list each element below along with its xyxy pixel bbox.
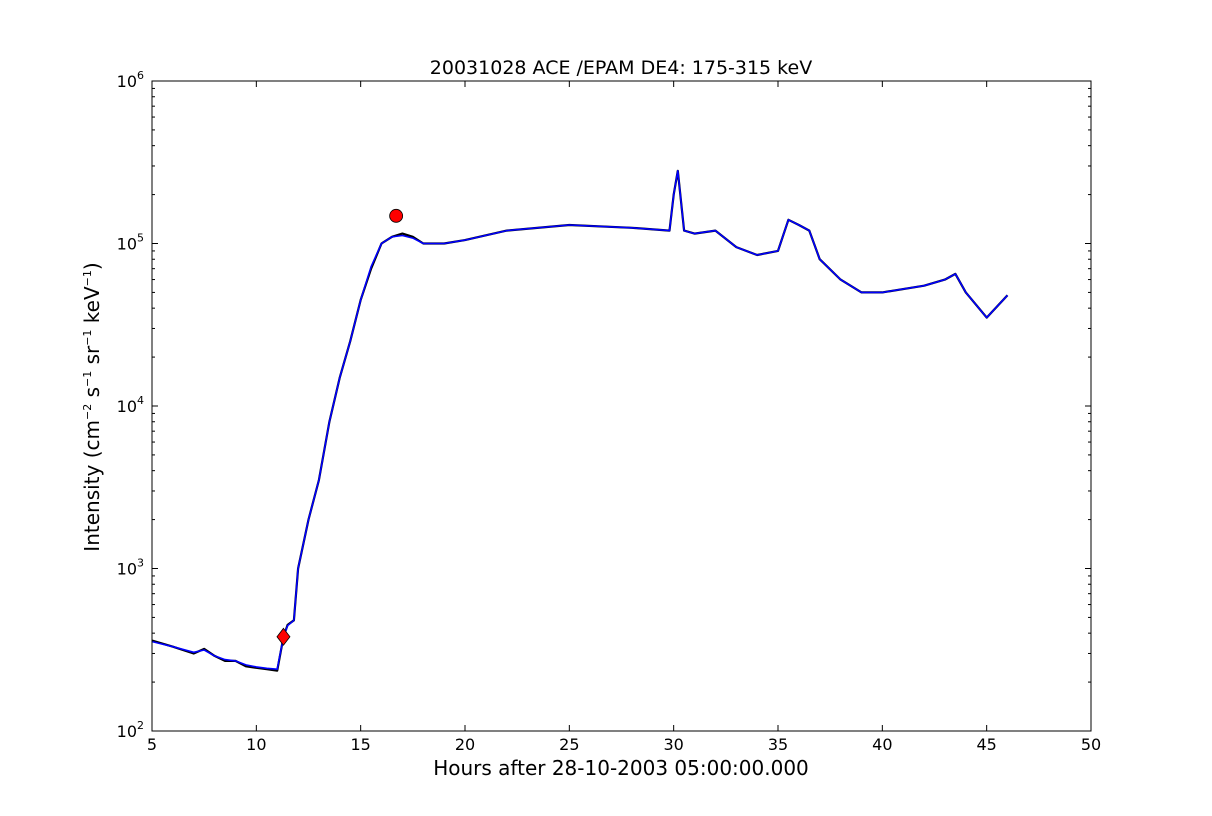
x-axis: 5 10 15 20 25 30 35 40 45 50	[147, 81, 1101, 754]
x-tick-label: 20	[455, 735, 475, 754]
y-tick-exponent: 4	[137, 394, 144, 407]
x-tick-label: 40	[872, 735, 892, 754]
y-axis-label-sup4: −1	[81, 270, 94, 286]
y-tick-base: 10	[117, 560, 137, 579]
y-axis-label-sup3: −1	[81, 330, 94, 346]
x-tick-label: 5	[147, 735, 157, 754]
y-tick-label: 103	[117, 557, 144, 579]
chart-title: 20031028 ACE /EPAM DE4: 175-315 keV	[430, 57, 812, 79]
y-tick-label: 104	[117, 394, 144, 416]
y-axis-label-prefix: Intensity (cm	[80, 420, 104, 552]
y-tick-label: 105	[117, 232, 144, 254]
y-axis-label-suffix: )	[80, 262, 104, 270]
y-tick-base: 10	[117, 397, 137, 416]
y-axis-label-sup2: −1	[81, 371, 94, 387]
x-tick-label: 15	[350, 735, 370, 754]
y-axis-label-mid1: s	[80, 387, 104, 404]
y-tick-label: 102	[117, 719, 144, 741]
y-tick-label: 106	[117, 69, 144, 91]
y-axis-label-sup1: −2	[81, 404, 94, 420]
y-tick-exponent: 2	[137, 719, 144, 732]
y-tick-base: 10	[117, 235, 137, 254]
x-tick-label: 50	[1081, 735, 1101, 754]
y-axis-label-mid3: keV	[80, 286, 104, 330]
y-axis-label-mid2: sr	[80, 345, 104, 371]
y-axis-label: Intensity (cm−2 s−1 sr−1 keV−1)	[80, 262, 104, 551]
x-tick-label: 35	[768, 735, 788, 754]
marker-circle	[389, 208, 404, 223]
marker-diamond	[276, 627, 291, 646]
x-tick-label: 10	[246, 735, 266, 754]
x-tick-label: 25	[559, 735, 579, 754]
y-tick-exponent: 5	[137, 232, 144, 245]
x-axis-label: Hours after 28-10-2003 05:00:00.000	[433, 756, 809, 780]
y-tick-base: 10	[117, 72, 137, 91]
y-tick-exponent: 3	[137, 557, 144, 570]
x-tick-label: 30	[663, 735, 683, 754]
y-tick-base: 10	[117, 722, 137, 741]
x-tick-label: 45	[976, 735, 996, 754]
series-line-smoothed	[152, 170, 1009, 671]
y-tick-exponent: 6	[137, 69, 144, 82]
